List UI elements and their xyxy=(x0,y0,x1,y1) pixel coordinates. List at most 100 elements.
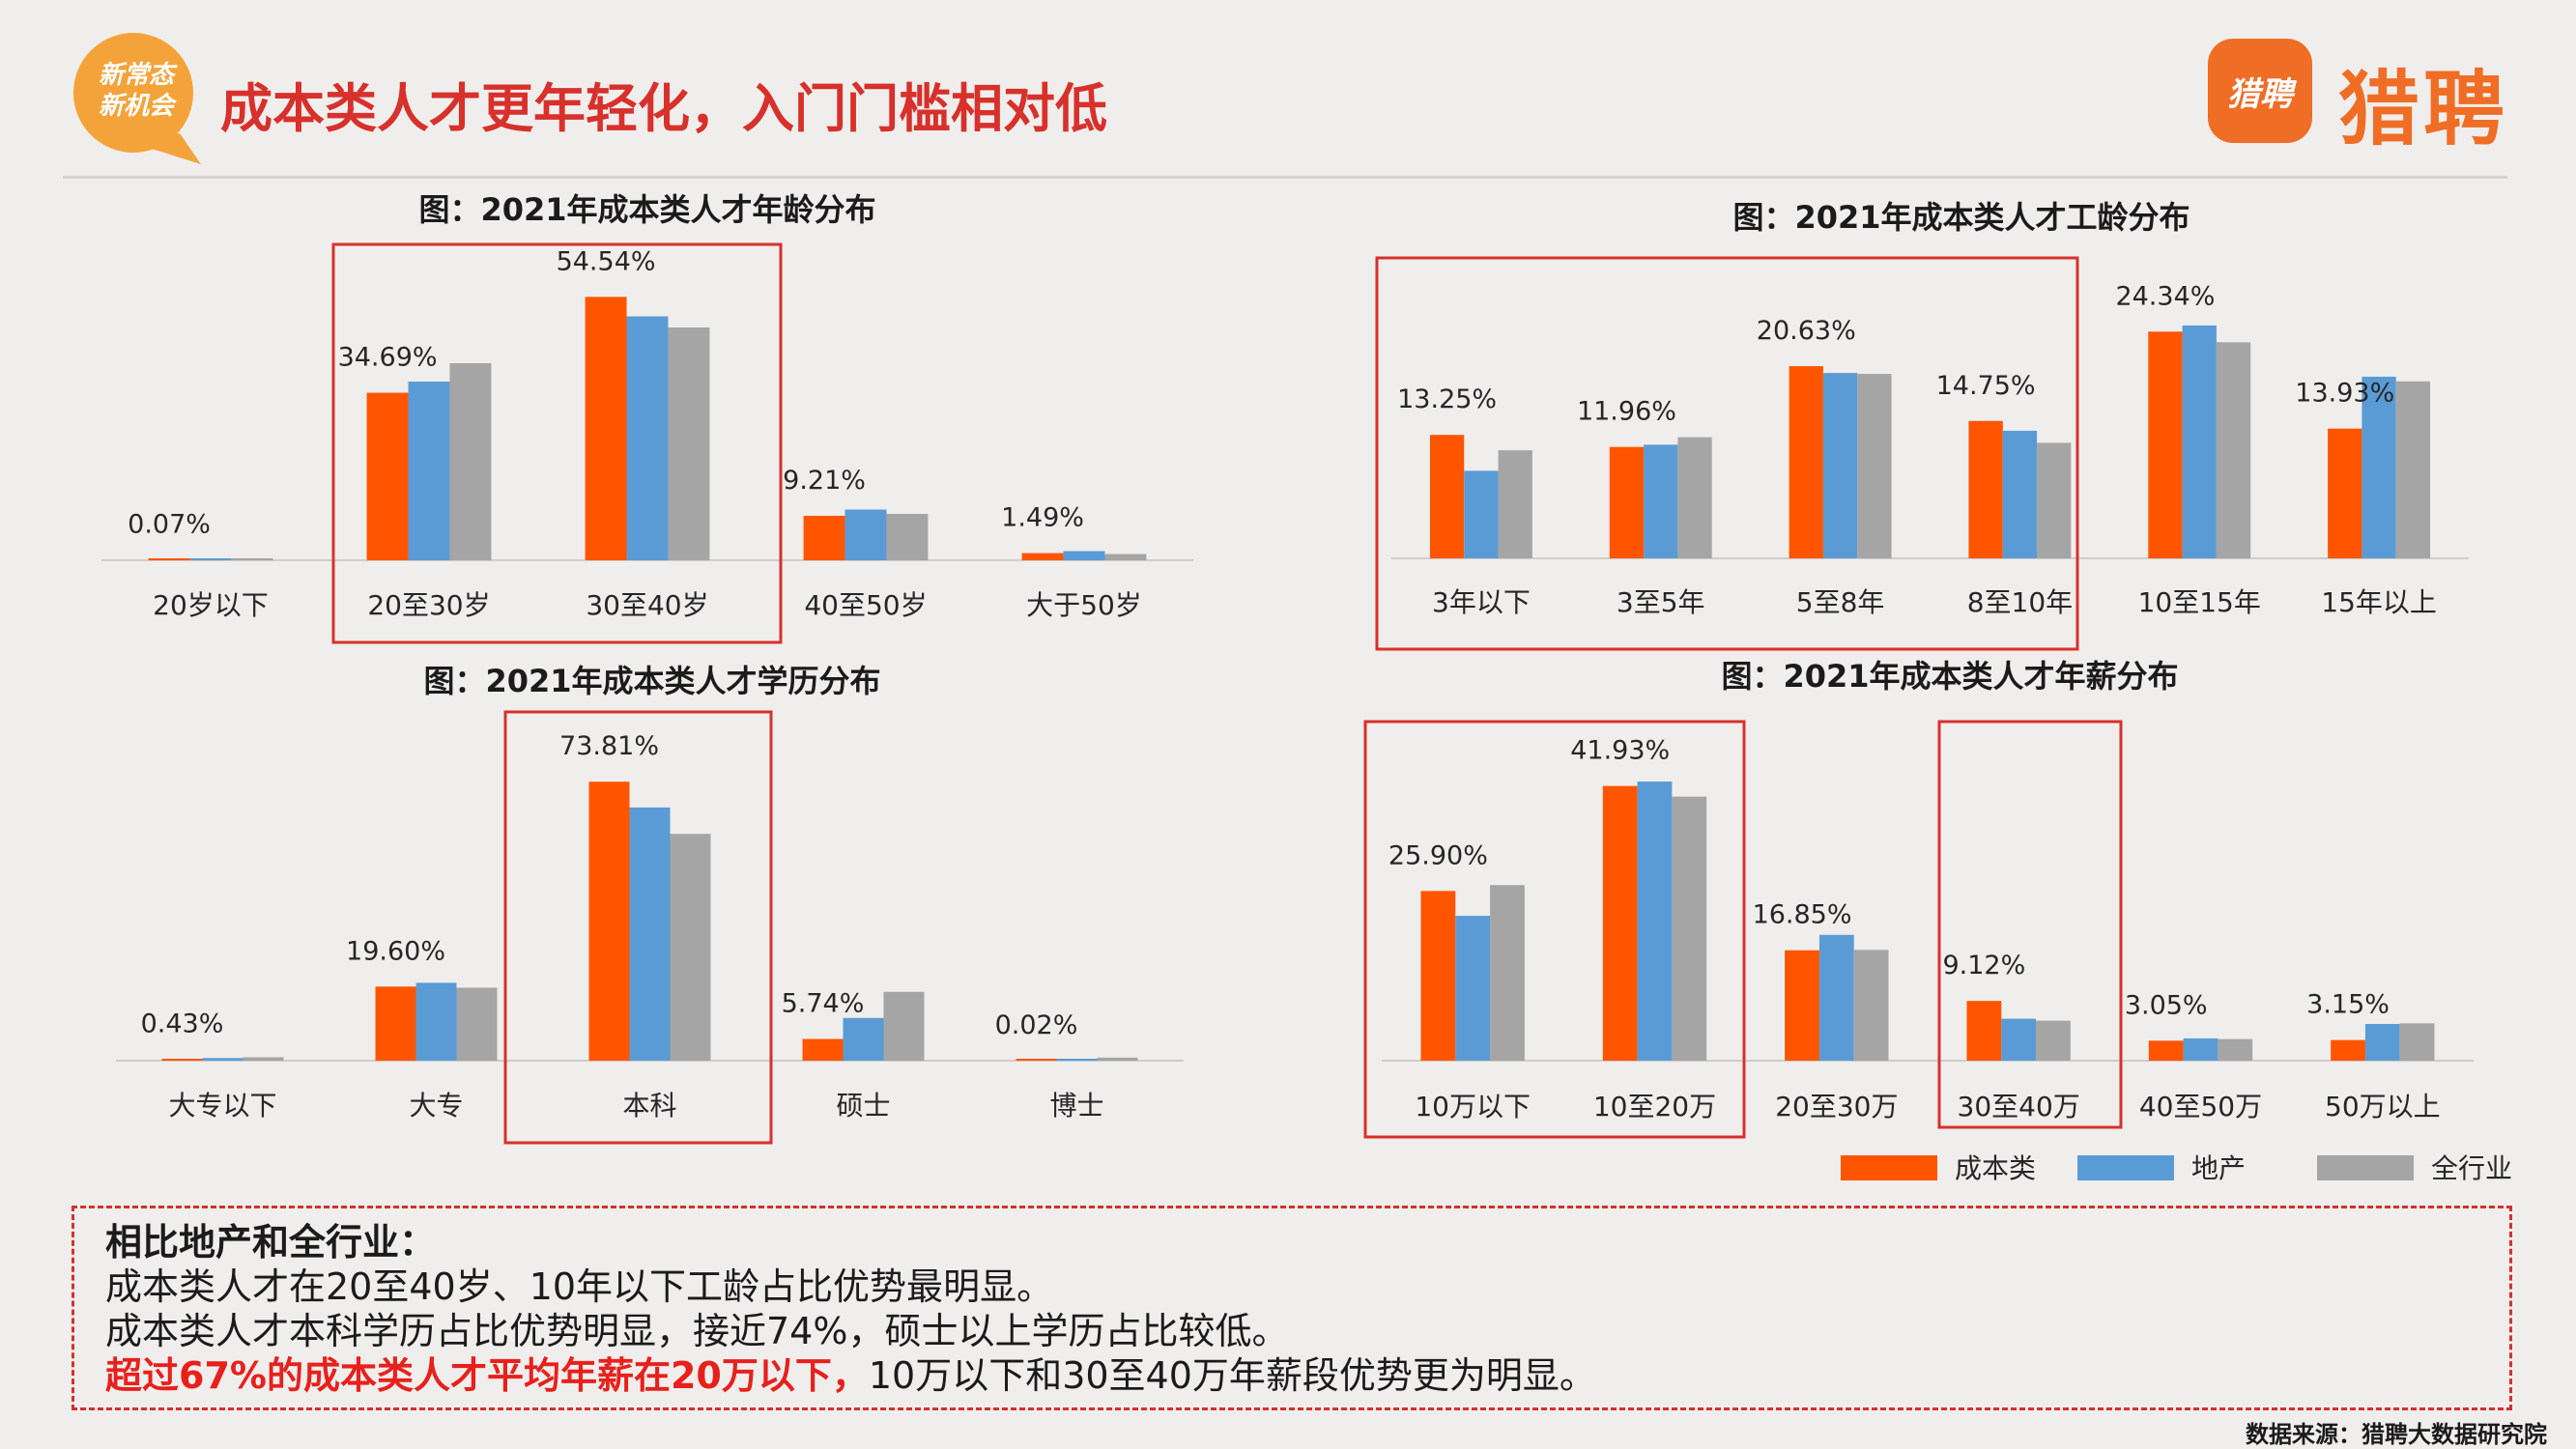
bar-cost xyxy=(802,1038,844,1061)
chart-title: 图：2021年成本类人才年龄分布 xyxy=(418,191,875,228)
legend-label: 成本类 xyxy=(1955,1152,2036,1184)
bar-realestate xyxy=(2364,1024,2400,1061)
badge-line-2: 新机会 xyxy=(98,92,174,121)
tick-label: 20至30岁 xyxy=(367,589,490,621)
bar-all-industry xyxy=(231,558,273,560)
legend-swatch xyxy=(2317,1155,2414,1180)
bar-realestate xyxy=(2361,376,2396,558)
bar-realestate xyxy=(2001,1018,2037,1061)
tick-label: 30至40岁 xyxy=(586,589,708,621)
highlight-box xyxy=(331,242,783,644)
highlight-box xyxy=(1375,256,2079,651)
bar-cost xyxy=(2331,1039,2365,1061)
bar-realestate xyxy=(415,982,457,1061)
summary-line-1: 成本类人才在20至40岁、10年以下工龄占比优势最明显。 xyxy=(105,1265,1054,1308)
highlight-box xyxy=(1937,720,2123,1129)
tick-label: 大专以下 xyxy=(168,1090,276,1122)
tick-label: 5至8年 xyxy=(1796,586,1885,618)
summary-heading: 相比地产和全行业： xyxy=(105,1221,437,1264)
highlight-box xyxy=(503,710,773,1145)
liepin-logo[interactable]: 猎聘 猎聘 xyxy=(2208,39,2527,156)
bar-all-industry xyxy=(1853,950,1889,1061)
data-label: 24.34% xyxy=(2115,281,2215,311)
bar-realestate xyxy=(202,1058,243,1061)
summary-line-2: 成本类人才本科学历占比优势明显，接近74%，硕士以上学历占比较低。 xyxy=(105,1310,1289,1352)
bar-realestate xyxy=(629,807,671,1061)
data-label: 14.75% xyxy=(1936,371,2036,401)
tick-label: 20至30万 xyxy=(1775,1091,1898,1122)
bar-realestate xyxy=(189,558,232,560)
bar-cost xyxy=(1602,785,1638,1061)
data-label: 3.15% xyxy=(2306,990,2390,1020)
logo-icon-text: 猎聘 xyxy=(2227,75,2293,114)
bar-all-industry xyxy=(2395,381,2431,558)
bar-all-industry xyxy=(1677,437,1712,558)
bar-all-industry xyxy=(2399,1023,2435,1061)
bar-realestate xyxy=(2183,1037,2218,1061)
tick-label: 20岁以下 xyxy=(153,589,269,621)
bar-cost xyxy=(2148,1040,2184,1061)
chart-title: 图：2021年成本类人才工龄分布 xyxy=(1732,199,2190,236)
tick-label: 30至40万 xyxy=(1958,1091,2080,1122)
data-label: 5.74% xyxy=(782,989,865,1019)
bar-realestate xyxy=(1056,1059,1098,1061)
page-title: 成本类人才更年轻化，入门门槛相对低 xyxy=(220,78,1107,139)
bar-cost xyxy=(585,297,627,560)
data-label: 20.63% xyxy=(1757,316,1856,346)
data-label: 0.43% xyxy=(141,1009,224,1038)
bar-realestate xyxy=(844,509,887,560)
data-label: 73.81% xyxy=(559,731,659,761)
bar-cost xyxy=(375,986,416,1061)
chart-2: 图：2021年成本类人才工龄分布 13.25% 3年以下 11.96% 3至5年 20.6… xyxy=(1375,199,2469,651)
bar-cost xyxy=(1785,950,1819,1061)
tick-label: 硕士 xyxy=(836,1090,890,1122)
data-label: 9.21% xyxy=(783,466,866,496)
bar-realestate xyxy=(2182,325,2217,558)
bar-cost xyxy=(148,558,190,560)
data-label: 11.96% xyxy=(1577,397,1676,427)
summary-box: 相比地产和全行业： 成本类人才在20至40岁、10年以下工龄占比优势最明显。 成… xyxy=(72,1206,2512,1410)
chart-1: 图：2021年成本类人才年龄分布 0.07% 20岁以下 34.69% 20至30岁 54… xyxy=(101,191,1193,644)
bar-realestate xyxy=(1644,444,1678,558)
data-label: 3.05% xyxy=(2125,990,2208,1020)
data-label: 41.93% xyxy=(1570,736,1670,766)
bar-all-industry xyxy=(2037,442,2072,558)
bar-all-industry xyxy=(1104,554,1147,560)
bar-all-industry xyxy=(1672,796,1707,1061)
data-label: 16.85% xyxy=(1753,900,1852,930)
tick-label: 博士 xyxy=(1049,1090,1103,1122)
data-label: 0.07% xyxy=(128,510,211,540)
bar-cost xyxy=(2148,331,2183,558)
bar-all-industry xyxy=(243,1057,284,1061)
tick-label: 本科 xyxy=(622,1090,676,1122)
bar-realestate xyxy=(1063,551,1105,560)
badge-logo: 新常态 新机会 xyxy=(66,29,201,164)
summary-highlight: 超过67%的成本类人才平均年薪在20万以下， xyxy=(105,1354,869,1397)
tick-label: 大于50岁 xyxy=(1026,589,1142,621)
bar-cost xyxy=(1016,1059,1057,1061)
data-label: 34.69% xyxy=(338,343,438,373)
legend-swatch xyxy=(1841,1155,1937,1180)
bar-all-industry xyxy=(456,987,498,1061)
bar-cost xyxy=(1968,420,2003,558)
bar-all-industry xyxy=(670,834,711,1061)
legend-label: 地产 xyxy=(2191,1152,2246,1184)
logo-icon: 猎聘 xyxy=(2208,39,2312,143)
legend-label: 全行业 xyxy=(2431,1152,2512,1184)
bar-realestate xyxy=(1818,934,1854,1061)
bar-cost xyxy=(1966,1001,2002,1061)
bar-all-industry xyxy=(1490,885,1525,1061)
bar-cost xyxy=(161,1059,203,1061)
tick-label: 10万以下 xyxy=(1415,1091,1531,1122)
data-label: 13.93% xyxy=(2295,379,2394,409)
bar-realestate xyxy=(1822,373,1858,558)
bar-all-industry xyxy=(668,327,710,560)
bar-realestate xyxy=(626,316,669,560)
data-label: 19.60% xyxy=(346,936,445,966)
chart-title: 图：2021年成本类人才学历分布 xyxy=(423,663,880,699)
bar-all-industry xyxy=(2218,1038,2253,1061)
bar-cost xyxy=(1609,446,1645,558)
tick-label: 3年以下 xyxy=(1432,586,1531,618)
tick-label: 40至50岁 xyxy=(804,589,927,621)
